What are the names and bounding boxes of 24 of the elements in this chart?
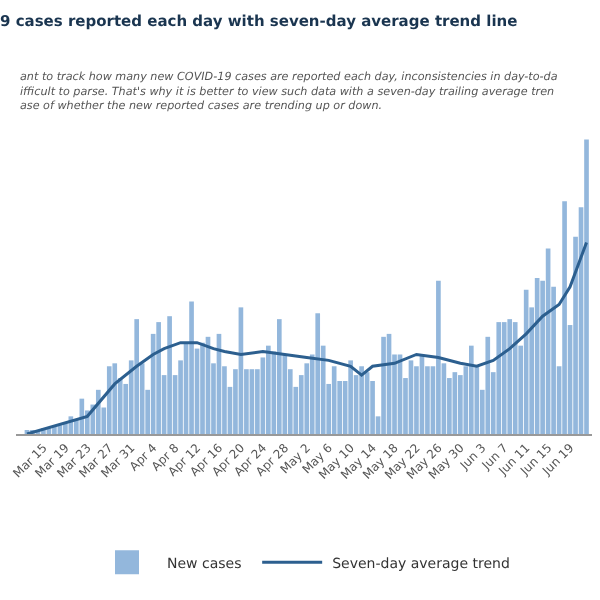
bar [331,366,337,434]
bar [436,280,441,434]
bar [156,322,161,434]
bar [106,366,112,434]
bar [359,366,364,434]
bar [468,345,474,434]
bar [348,360,353,434]
bar [523,289,529,434]
bar [501,322,507,434]
bar [496,322,502,434]
bar [485,336,491,434]
bar [381,336,386,434]
bar [134,319,140,434]
bar [512,322,518,434]
bar [276,319,282,434]
bar [112,363,118,434]
bar [315,313,321,434]
bar [189,301,194,434]
bar [507,319,513,434]
bar [584,139,589,434]
bar [266,345,271,434]
bar [200,342,205,434]
bar [562,201,567,434]
bar [167,316,172,434]
